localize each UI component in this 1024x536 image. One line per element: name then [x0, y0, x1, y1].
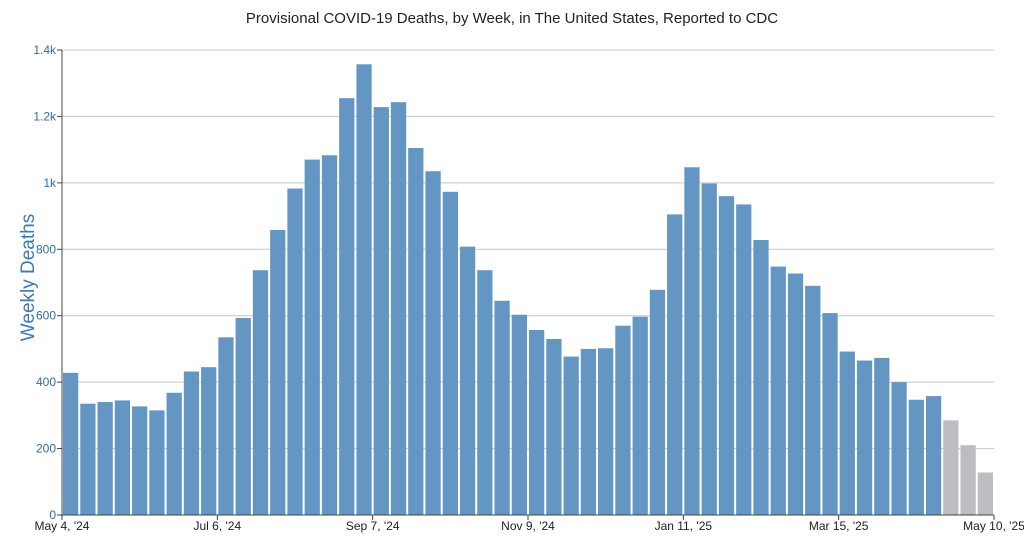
- bar: [684, 167, 700, 515]
- bar: [287, 188, 303, 515]
- bar: [477, 270, 493, 515]
- bar: [339, 98, 355, 516]
- bar: [425, 171, 441, 515]
- bar: [770, 266, 786, 515]
- bar: [598, 348, 614, 515]
- x-tick-label: Jan 11, '25: [655, 519, 713, 533]
- bar: [753, 239, 769, 515]
- y-tick-label: 1.4k: [33, 43, 57, 57]
- bar: [787, 273, 804, 515]
- bar: [304, 159, 320, 515]
- bar: [80, 403, 96, 515]
- y-tick-label: 1.2k: [33, 109, 57, 123]
- y-axis-label: Weekly Deaths: [18, 214, 39, 341]
- x-tick-label: May 10, '25: [963, 519, 1024, 533]
- x-tick-label: Sep 7, '24: [346, 519, 400, 533]
- bar-provisional: [977, 472, 993, 515]
- bar: [874, 357, 890, 515]
- bar: [529, 329, 545, 515]
- bar: [511, 314, 527, 515]
- bar: [459, 246, 476, 515]
- bar: [494, 300, 510, 515]
- y-tick-label: 1k: [43, 176, 57, 190]
- bar: [252, 270, 269, 515]
- bar-provisional: [960, 445, 976, 515]
- bar: [805, 285, 821, 515]
- y-tick-label: 400: [36, 375, 56, 389]
- bar: [442, 191, 458, 515]
- bar: [615, 325, 631, 515]
- bar: [63, 372, 79, 515]
- bar: [218, 337, 234, 515]
- bar: [718, 196, 735, 515]
- bar: [373, 107, 389, 515]
- bar: [149, 410, 165, 515]
- bar: [166, 392, 182, 515]
- bar: [563, 356, 579, 515]
- bar: [235, 318, 251, 515]
- bar: [114, 400, 131, 515]
- bar: [580, 348, 597, 515]
- x-tick-label: Mar 15, '25: [809, 519, 869, 533]
- bar: [649, 289, 666, 515]
- bar: [701, 183, 717, 515]
- y-tick-label: 200: [36, 442, 56, 456]
- bar: [390, 102, 407, 516]
- y-tick-label: 0: [49, 508, 56, 522]
- bar: [736, 204, 752, 516]
- x-tick-label: Nov 9, '24: [501, 519, 555, 533]
- bar: [667, 214, 683, 516]
- bar: [822, 313, 838, 515]
- bar: [891, 382, 907, 515]
- bar: [183, 371, 200, 515]
- bar: [201, 367, 217, 515]
- y-tick-label: 600: [36, 309, 56, 323]
- bar: [270, 230, 286, 515]
- bar: [97, 402, 113, 515]
- bar: [356, 64, 372, 516]
- y-axis-ticks: 0 200 400 600 800 1k 1.2k 1.4k: [33, 43, 62, 522]
- bar: [856, 360, 873, 515]
- y-tick-label: 800: [36, 242, 56, 256]
- bar: [632, 316, 648, 515]
- bar: [408, 147, 424, 515]
- x-tick-label: Jul 6, '24: [194, 519, 242, 533]
- bar: [839, 351, 855, 515]
- bars: [63, 64, 993, 516]
- x-tick-label: May 4, '24: [35, 519, 90, 533]
- bar-provisional: [943, 420, 959, 515]
- chart-title: Provisional COVID-19 Deaths, by Week, in…: [246, 10, 778, 27]
- bar: [132, 406, 148, 515]
- bar: [321, 155, 338, 515]
- x-axis-ticks: May 4, '24 Jul 6, '24 Sep 7, '24 Nov 9, '24…: [35, 515, 1024, 533]
- bar: [925, 396, 942, 515]
- bar: [546, 338, 562, 515]
- gridlines: [62, 49, 994, 450]
- bar: [908, 399, 924, 515]
